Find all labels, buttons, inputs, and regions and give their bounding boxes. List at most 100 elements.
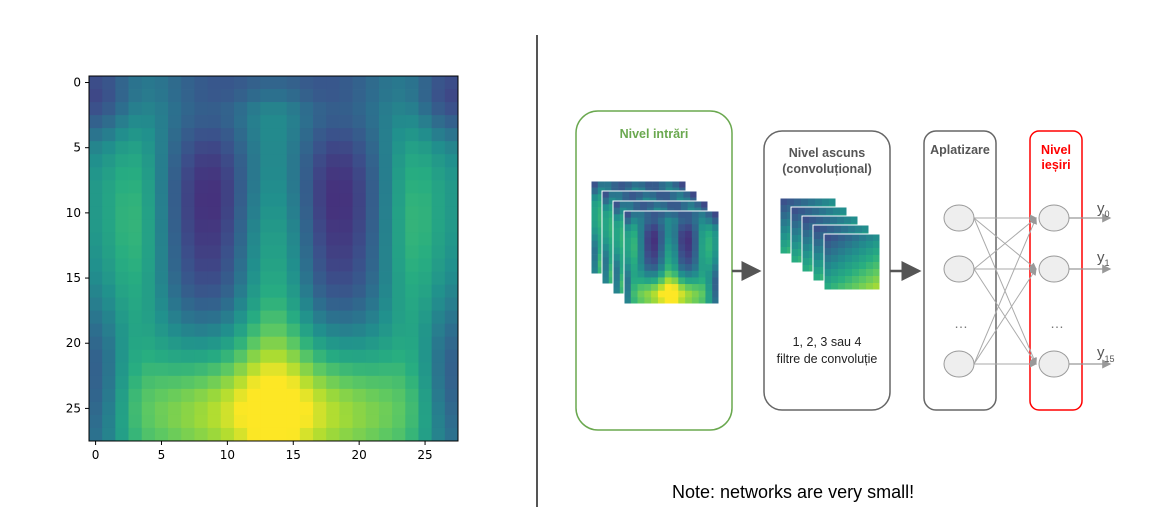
heatmap-cell [326, 141, 340, 155]
heatmap-cell [339, 193, 353, 207]
heatmap-cell [418, 128, 433, 142]
heatmap-cell [141, 310, 156, 325]
heatmap-cell [247, 180, 261, 194]
heatmap-cell [154, 193, 169, 207]
heatmap-cell [247, 76, 261, 90]
heatmap-cell [405, 89, 419, 103]
heatmap-cell [102, 258, 116, 272]
heatmap-cell [352, 167, 367, 181]
heatmap-cell [286, 154, 301, 168]
heatmap-cell [378, 76, 393, 90]
heatmap-cell [220, 401, 235, 416]
heatmap-cell [378, 232, 393, 246]
heatmap-cell [378, 128, 393, 142]
heatmap-cell [431, 336, 446, 351]
heatmap-cell [207, 89, 222, 103]
heatmap-cell [326, 375, 340, 390]
heatmap-cell [181, 245, 195, 259]
heatmap-cell [194, 362, 209, 377]
heatmap-cell [168, 349, 182, 364]
heatmap-cell [260, 414, 274, 429]
heatmap-cell [233, 362, 248, 377]
heatmap-cell [141, 180, 156, 194]
heatmap-cell [405, 102, 419, 116]
heatmap-cell [207, 427, 222, 442]
heatmap-cell [378, 401, 393, 416]
heatmap-cell [154, 258, 169, 272]
feature-map-stack [779, 197, 881, 291]
heatmap-cell [233, 206, 248, 220]
heatmap-cell [168, 245, 182, 259]
heatmap-cell [418, 76, 433, 90]
heatmap-cell [418, 388, 433, 403]
heatmap-cell [220, 414, 235, 429]
feature-map [823, 233, 881, 291]
heatmap-cell [273, 388, 288, 403]
heatmap-cell [273, 323, 288, 338]
heatmap-cell [392, 349, 406, 364]
heatmap-cell [128, 154, 143, 168]
heatmap-cell [273, 258, 288, 272]
heatmap-cell [392, 115, 406, 129]
heatmap-cell [207, 388, 222, 403]
heatmap-cell [431, 102, 446, 116]
heatmap-cell [299, 388, 314, 403]
heatmap-cell [273, 375, 288, 390]
heatmap-cell [260, 375, 274, 390]
heatmap-cell [365, 89, 380, 103]
heatmap-cell [128, 362, 143, 377]
heatmap-cell [273, 115, 288, 129]
heatmap-cell [299, 167, 314, 181]
heatmap-cell [392, 206, 406, 220]
heatmap-cell [313, 414, 327, 429]
network-diagram: Nivel intrări Nivel ascuns (convoluționa… [575, 110, 1115, 431]
heatmap-cell [141, 115, 156, 129]
hidden-layer-note-1: 1, 2, 3 sau 4 [793, 335, 862, 349]
heatmap-cell [418, 193, 433, 207]
heatmap-cell [260, 310, 274, 325]
heatmap-cell [154, 375, 169, 390]
heatmap-cell [418, 336, 433, 351]
heatmap-cell [365, 271, 380, 285]
x-tick-label: 20 [352, 448, 367, 462]
heatmap-cell [89, 154, 103, 168]
heatmap-cell [220, 128, 235, 142]
heatmap-cell [365, 76, 380, 90]
heatmap-cell [444, 284, 459, 299]
heatmap-cell [326, 102, 340, 116]
heatmap-cell [378, 362, 393, 377]
heatmap-cell [181, 219, 195, 233]
heatmap-cell [102, 245, 116, 259]
heatmap-cell [102, 401, 116, 416]
heatmap-cell [273, 414, 288, 429]
heatmap-cell [273, 297, 288, 312]
heatmap-cell [392, 232, 406, 246]
heatmap-cell [418, 271, 433, 285]
heatmap-cell [286, 297, 301, 312]
heatmap-cell [220, 349, 235, 364]
heatmap-cell [405, 219, 419, 233]
heatmap-cell [207, 375, 222, 390]
heatmap-cell [168, 388, 182, 403]
heatmap-cell [313, 232, 327, 246]
heatmap-cell [286, 388, 301, 403]
heatmap-cell [313, 310, 327, 325]
heatmap-cell [128, 102, 143, 116]
heatmap-cell [233, 414, 248, 429]
heatmap-cell [339, 323, 353, 338]
flatten-ellipsis: … [954, 315, 968, 331]
heatmap-cell [418, 284, 433, 299]
heatmap-cell [194, 102, 209, 116]
heatmap-cell [89, 284, 103, 299]
heatmap-cell [299, 128, 314, 142]
heatmap-cell [313, 167, 327, 181]
heatmap-cell [181, 232, 195, 246]
heatmap-cell [326, 310, 340, 325]
heatmap-cell [115, 232, 129, 246]
heatmap-cell [378, 206, 393, 220]
heatmap-cell [378, 89, 393, 103]
heatmap-cell [339, 245, 353, 259]
heatmap-cell [326, 271, 340, 285]
heatmap-cell [154, 232, 169, 246]
heatmap-cell [339, 89, 353, 103]
